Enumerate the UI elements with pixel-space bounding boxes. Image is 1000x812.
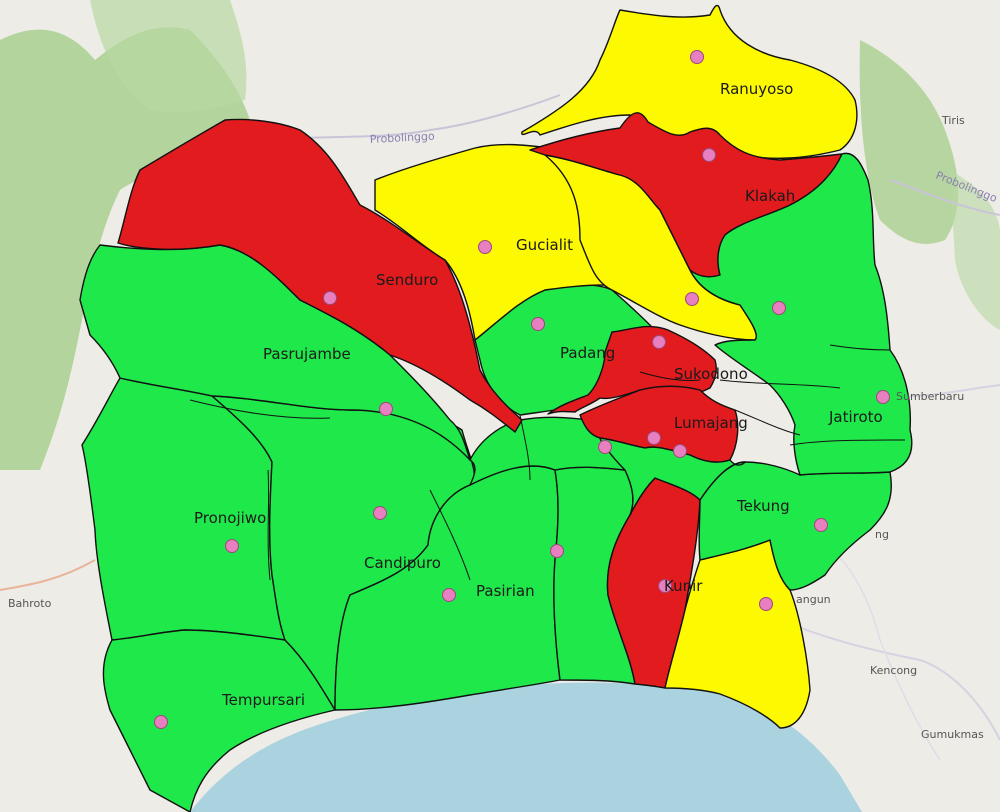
sub-boundary: [829, 344, 891, 351]
sub-boundary: [519, 414, 531, 481]
label-pasrujambe: Pasrujambe: [263, 345, 351, 363]
label-pronojiwo: Pronojiwo: [194, 509, 266, 527]
road: [889, 179, 1000, 216]
label-pasirian: Pasirian: [476, 582, 535, 600]
sub-boundary: [789, 439, 906, 446]
centroid-marker[interactable]: [647, 431, 661, 445]
centroid-marker[interactable]: [685, 292, 699, 306]
label-lumajang: Lumajang: [674, 414, 748, 432]
label-ranuyoso: Ranuyoso: [720, 80, 793, 98]
centroid-marker[interactable]: [478, 240, 492, 254]
centroid-marker[interactable]: [379, 402, 393, 416]
centroid-marker[interactable]: [690, 50, 704, 64]
centroid-marker[interactable]: [658, 579, 672, 593]
district-tempursari[interactable]: [102, 629, 336, 812]
label-padang: Padang: [560, 344, 615, 362]
forest-area-east: [859, 40, 959, 244]
centroid-marker[interactable]: [598, 440, 612, 454]
label-tempursari: Tempursari: [221, 691, 305, 709]
label-kunir: Kunir: [664, 577, 703, 595]
centroid-marker[interactable]: [373, 506, 387, 520]
centroid-marker[interactable]: [550, 544, 564, 558]
district-layer: [79, 4, 913, 812]
sub-boundary: [267, 469, 271, 581]
sub-boundary: [719, 379, 841, 389]
sub-boundary: [639, 371, 701, 381]
basemap-label-probolinggo: Probolinggo: [369, 130, 435, 146]
centroid-marker[interactable]: [323, 291, 337, 305]
label-tekung: Tekung: [736, 497, 790, 515]
centroid-marker[interactable]: [702, 148, 716, 162]
label-senduro: Senduro: [376, 271, 438, 289]
centroid-marker[interactable]: [154, 715, 168, 729]
sea: [190, 682, 862, 812]
sub-boundary: [429, 489, 471, 581]
basemap-label-fragment: angun: [796, 593, 831, 606]
centroid-marker[interactable]: [673, 444, 687, 458]
district-tekung[interactable]: [698, 461, 892, 591]
centroid-marker[interactable]: [759, 597, 773, 611]
centroid-marker[interactable]: [772, 301, 786, 315]
district-sumbersuko[interactable]: [599, 437, 746, 516]
label-candipuro: Candipuro: [364, 554, 441, 572]
centroid-marker[interactable]: [225, 539, 239, 553]
district-ranuyoso[interactable]: [521, 4, 858, 159]
centroid-marker[interactable]: [531, 317, 545, 331]
label-sukodono: Sukodono: [674, 365, 748, 383]
road: [0, 559, 96, 591]
forest-area-west: [0, 27, 250, 470]
forest-area-northwest: [90, 0, 247, 112]
district-label-layer: Ranuyoso Klakah Gucialit Senduro Pasruja…: [194, 80, 883, 709]
label-gucialit: Gucialit: [516, 236, 573, 254]
district-senduro[interactable]: [117, 118, 523, 433]
basemap-label-sumberbaru: Sumberbaru: [896, 390, 964, 403]
basemap-label-kencong: Kencong: [870, 664, 917, 677]
basemap-label-fragment: ng: [875, 528, 889, 541]
label-jatiroto: Jatiroto: [828, 408, 883, 426]
road: [779, 619, 1000, 741]
label-klakah: Klakah: [745, 187, 795, 205]
centroid-marker[interactable]: [442, 588, 456, 602]
centroid-marker[interactable]: [652, 335, 666, 349]
sub-boundary: [734, 409, 801, 436]
centroid-marker[interactable]: [814, 518, 828, 532]
centroid-marker[interactable]: [876, 390, 890, 404]
sub-boundary: [189, 399, 331, 419]
road: [819, 539, 941, 761]
basemap-label-tiris: Tiris: [941, 114, 965, 127]
basemap-label-bahroto: Bahroto: [8, 597, 52, 610]
basemap-label-layer: Probolinggo Probolinggo Tiris Sumberbaru…: [8, 114, 999, 741]
basemap-label-gumukmas: Gumukmas: [921, 728, 984, 741]
district-jatiroto[interactable]: [689, 152, 913, 476]
forest-area-east-2: [950, 170, 1000, 330]
marker-layer: [154, 50, 890, 729]
